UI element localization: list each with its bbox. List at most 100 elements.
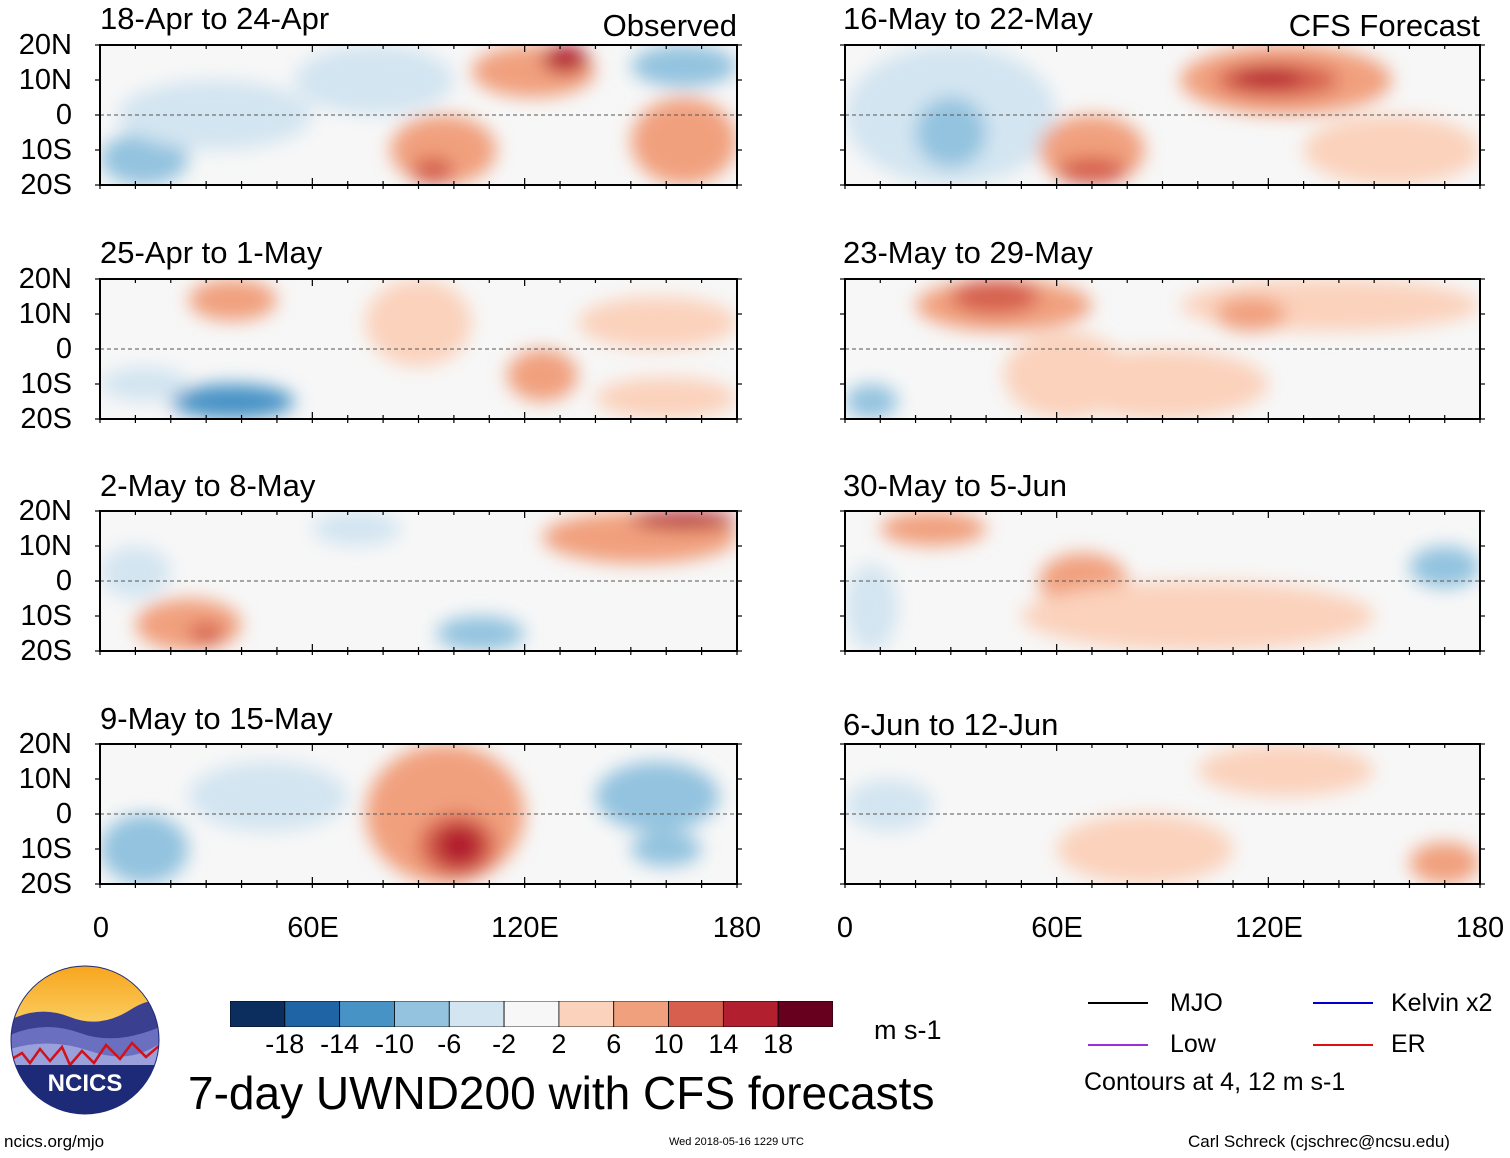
legend-line-mjo	[1088, 1002, 1148, 1004]
colorbar-swatch	[503, 1001, 560, 1027]
map-panel	[95, 743, 742, 888]
panel-title: 18-Apr to 24-Apr	[100, 1, 330, 36]
anomaly-region	[1056, 349, 1269, 419]
legend-label: Low	[1170, 1030, 1216, 1058]
anomaly-region	[100, 814, 189, 884]
map-panel	[95, 44, 742, 189]
anomaly-region	[1409, 546, 1480, 588]
lat-tick-label: 20S	[20, 403, 72, 435]
colorbar	[230, 1001, 833, 1027]
anomaly-region	[1409, 842, 1480, 884]
colorbar-swatch	[448, 1001, 505, 1027]
lat-tick-label: 20S	[20, 868, 72, 900]
colorbar-label: 2	[551, 1029, 567, 1059]
colorbar-swatch	[339, 1001, 395, 1027]
map-panel	[840, 278, 1485, 423]
anomaly-region	[542, 45, 589, 73]
panel-title: 30-May to 5-Jun	[843, 468, 1067, 503]
lat-tick-label: 0	[55, 798, 72, 830]
anomaly-region	[845, 563, 898, 651]
anomaly-region	[188, 279, 277, 321]
anomaly-region	[365, 279, 472, 367]
colorbar-swatch	[558, 1001, 615, 1027]
lat-tick-label: 0	[55, 99, 72, 131]
lon-tick-label: 60E	[287, 912, 339, 944]
colorbar-label: -10	[374, 1029, 414, 1059]
lat-tick-label: 0	[55, 565, 72, 597]
colorbar-label: 14	[708, 1029, 739, 1059]
legend-label: Kelvin x2	[1391, 989, 1493, 1017]
footer-url[interactable]: ncics.org/mjo	[4, 1132, 105, 1151]
colorbar-units: m s-1	[874, 1015, 942, 1045]
anomaly-region	[630, 511, 737, 529]
colorbar-swatch	[394, 1001, 450, 1027]
lat-tick-label: 20S	[20, 169, 72, 201]
anomaly-region	[577, 296, 737, 349]
anomaly-region	[1056, 157, 1128, 185]
anomaly-region	[1021, 581, 1375, 651]
anomaly-region	[436, 824, 483, 867]
map-panel	[95, 278, 742, 423]
anomaly-region	[188, 623, 224, 644]
anomaly-region	[436, 616, 525, 651]
anomaly-region	[135, 598, 242, 651]
anomaly-region	[188, 761, 348, 832]
panel-title: 9-May to 15-May	[100, 701, 333, 736]
anomaly-region	[1215, 296, 1286, 332]
lat-tick-label: 10S	[20, 368, 72, 400]
lon-tick-label: 0	[92, 912, 110, 944]
colorbar-label: 18	[763, 1029, 794, 1059]
ncics-logo: NCICS	[10, 965, 160, 1115]
legend-line-low	[1088, 1044, 1148, 1046]
colorbar-label: -14	[320, 1029, 360, 1059]
anomaly-region	[1303, 115, 1480, 185]
lat-tick-label: 10S	[20, 600, 72, 632]
panel-header: CFS Forecast	[1288, 8, 1480, 43]
colorbar-swatch	[777, 1001, 833, 1027]
colorbar-label: -2	[492, 1029, 517, 1059]
anomaly-region	[506, 349, 578, 402]
anomaly-region	[630, 97, 737, 185]
lat-tick-label: 10N	[18, 64, 72, 96]
lat-tick-label: 20N	[18, 728, 72, 760]
lon-tick-label: 180	[712, 912, 762, 944]
map-panel	[840, 743, 1485, 888]
panel-title: 23-May to 29-May	[843, 235, 1093, 270]
colorbar-swatch	[230, 1001, 286, 1027]
panel-title: 16-May to 22-May	[843, 1, 1093, 36]
anomaly-region	[100, 132, 189, 185]
anomaly-region	[100, 546, 171, 599]
lat-tick-label: 20N	[18, 29, 72, 61]
lat-tick-label: 0	[55, 333, 72, 365]
colorbar-label: -18	[265, 1029, 305, 1059]
lon-tick-label: 0	[836, 912, 854, 944]
contour-note: Contours at 4, 12 m s-1	[1084, 1068, 1346, 1096]
chart-title: 7-day UWND200 with CFS forecasts	[188, 1067, 935, 1119]
anomaly-region	[595, 761, 720, 832]
anomaly-region	[950, 279, 1040, 314]
lat-tick-label: 10N	[18, 763, 72, 795]
lon-tick-label: 120E	[1235, 912, 1303, 944]
anomaly-region	[411, 157, 454, 185]
lon-tick-label: 60E	[1031, 912, 1083, 944]
map-panel	[840, 510, 1485, 655]
anomaly-region	[312, 511, 401, 546]
map-panel	[95, 510, 742, 655]
anomaly-region	[100, 366, 189, 402]
panel-title: 25-Apr to 1-May	[100, 235, 323, 270]
anomaly-region	[880, 511, 987, 546]
footer-author: Carl Schreck (cjschrec@ncsu.edu)	[1188, 1132, 1450, 1151]
anomaly-region	[1056, 814, 1234, 884]
logo-text: NCICS	[48, 1070, 123, 1097]
lon-tick-label: 120E	[491, 912, 559, 944]
colorbar-swatch	[284, 1001, 341, 1027]
anomaly-region	[1233, 69, 1304, 87]
lat-tick-label: 20S	[20, 635, 72, 667]
legend-label: ER	[1391, 1030, 1426, 1058]
anomaly-region	[845, 384, 898, 419]
panel-title: 2-May to 8-May	[100, 468, 316, 503]
colorbar-label: -6	[437, 1029, 462, 1059]
lat-tick-label: 20N	[18, 495, 72, 527]
lat-tick-label: 20N	[18, 263, 72, 295]
map-panel	[840, 44, 1485, 189]
